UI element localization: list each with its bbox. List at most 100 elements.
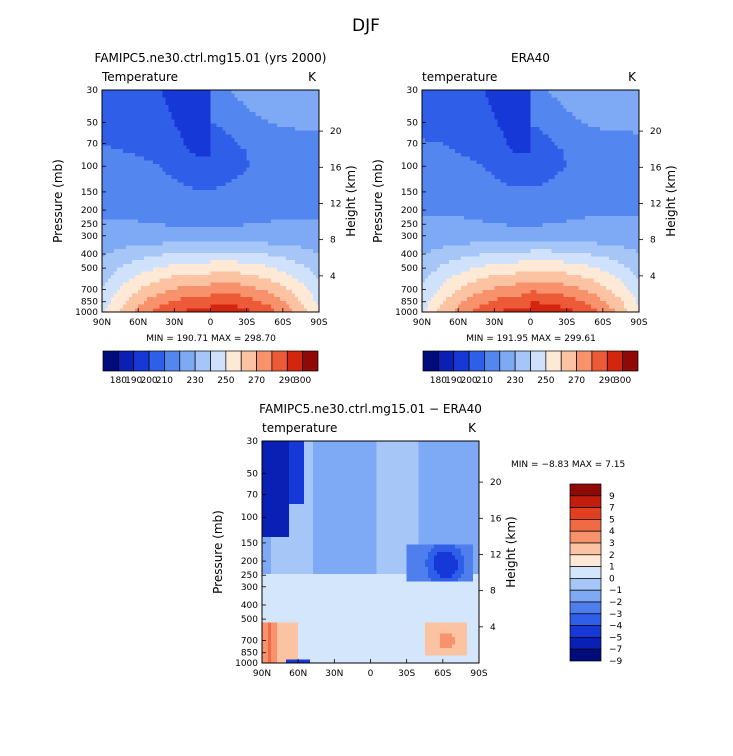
pressure-tick-label: 50 [247, 469, 259, 479]
pressure-tick-label: 1000 [75, 308, 98, 318]
colorbar-label: −5 [609, 633, 622, 643]
latitude-tick-label: 30S [558, 318, 575, 328]
colorbar-swatch [302, 350, 319, 372]
colorbar-swatch [569, 530, 602, 544]
colorbar-swatch [179, 350, 196, 372]
colorbar-label: −2 [609, 598, 622, 608]
latitude-tick-label: 30N [485, 318, 503, 328]
latitude-tick-label: 0 [528, 318, 534, 328]
y-axis-label: Pressure (mb) [51, 159, 65, 243]
height-tick-label: 16 [330, 163, 342, 173]
colorbar-swatch [576, 350, 593, 372]
figure-title: DJF [352, 16, 380, 36]
colorbar-label: 210 [156, 376, 173, 386]
colorbar-label: 200 [460, 376, 477, 386]
colorbar-swatch [569, 648, 602, 662]
colorbar-label: −1 [609, 586, 622, 596]
colorbar-swatch [164, 350, 181, 372]
y-axis-label: Pressure (mb) [211, 510, 225, 594]
pressure-tick-label: 400 [401, 250, 418, 260]
colorbar-label: 4 [609, 527, 615, 537]
colorbar-swatch [569, 566, 602, 579]
colorbar-label: 180 [110, 376, 127, 386]
pressure-tick-label: 150 [81, 188, 98, 198]
latitude-tick-label: 90S [470, 669, 487, 679]
colorbar-swatch [453, 350, 470, 372]
colorbar-label: 190 [445, 376, 462, 386]
colorbar-swatch [256, 350, 273, 372]
pressure-tick-label: 50 [407, 118, 419, 128]
colorbar-swatch [240, 350, 257, 372]
pressure-tick-label: 50 [87, 118, 99, 128]
panel-variable: temperature [262, 421, 337, 435]
colorbar-swatch [591, 350, 608, 372]
pressure-tick-label: 250 [401, 220, 418, 230]
colorbar-label: 230 [187, 376, 204, 386]
pressure-tick-label: 30 [247, 437, 259, 447]
contour-field [102, 90, 320, 313]
latitude-tick-label: 90S [310, 318, 327, 328]
height-tick-label: 8 [490, 587, 496, 597]
colorbar-swatch [438, 350, 455, 372]
pressure-tick-label: 250 [81, 220, 98, 230]
colorbar-swatch [225, 350, 242, 372]
contour-field [422, 90, 640, 313]
colorbar-label: 270 [568, 376, 585, 386]
colorbar-label: 7 [609, 504, 615, 514]
colorbar-label: 210 [476, 376, 493, 386]
colorbar-swatch [569, 613, 602, 626]
pressure-tick-label: 400 [241, 601, 258, 611]
colorbar-swatch [133, 350, 150, 372]
y-axis-label: Pressure (mb) [371, 159, 385, 243]
colorbar-swatch [530, 350, 547, 372]
pressure-tick-label: 700 [241, 636, 258, 646]
pressure-tick-label: 100 [241, 513, 258, 523]
colorbar-swatch [569, 495, 602, 508]
height-tick-label: 16 [650, 163, 662, 173]
colorbar-swatch [545, 350, 562, 372]
colorbar-swatch [569, 589, 602, 603]
min-max-text: MIN = 190.71 MAX = 298.70 [146, 334, 276, 344]
pressure-tick-label: 500 [401, 264, 418, 274]
latitude-tick-label: 30N [165, 318, 183, 328]
height-tick-label: 4 [330, 272, 336, 282]
colorbar-swatch [514, 350, 531, 372]
pressure-tick-label: 300 [241, 583, 258, 593]
panel-title: FAMIPC5.ne30.ctrl.mg15.01 (yrs 2000) [95, 51, 327, 65]
pressure-tick-label: 1000 [235, 659, 258, 669]
colorbar-swatch [286, 350, 303, 372]
latitude-tick-label: 60S [274, 318, 291, 328]
latitude-tick-label: 60S [434, 669, 451, 679]
pressure-tick-label: 300 [401, 232, 418, 242]
colorbar-swatch [606, 350, 623, 372]
colorbar-label: 270 [248, 376, 265, 386]
colorbar-label: 250 [537, 376, 554, 386]
colorbar-label: 190 [125, 376, 142, 386]
colorbar-swatch [569, 542, 602, 556]
panel-units: K [468, 421, 477, 435]
pressure-tick-label: 500 [241, 615, 258, 625]
y-axis-label-right: Height (km) [664, 165, 678, 236]
colorbar-label: 9 [609, 492, 615, 502]
pressure-tick-label: 1000 [395, 308, 418, 318]
colorbar-swatch [194, 350, 211, 372]
latitude-tick-label: 60N [129, 318, 147, 328]
height-tick-label: 4 [490, 623, 496, 633]
colorbar-swatch [118, 350, 135, 372]
colorbar-swatch [569, 519, 602, 532]
height-tick-label: 12 [490, 550, 501, 560]
pressure-tick-label: 850 [241, 649, 258, 659]
pressure-tick-label: 150 [401, 188, 418, 198]
colorbar-label: 290 [279, 376, 296, 386]
height-tick-label: 16 [490, 514, 502, 524]
min-max-text: MIN = 191.95 MAX = 299.61 [466, 334, 596, 344]
panel-units: K [308, 70, 317, 84]
pressure-tick-label: 200 [241, 557, 258, 567]
panel-units: K [628, 70, 637, 84]
colorbar-swatch [468, 350, 485, 372]
colorbar-label: 1 [609, 563, 615, 573]
y-axis-label-right: Height (km) [504, 516, 518, 587]
pressure-tick-label: 700 [81, 285, 98, 295]
height-tick-label: 12 [330, 199, 341, 209]
